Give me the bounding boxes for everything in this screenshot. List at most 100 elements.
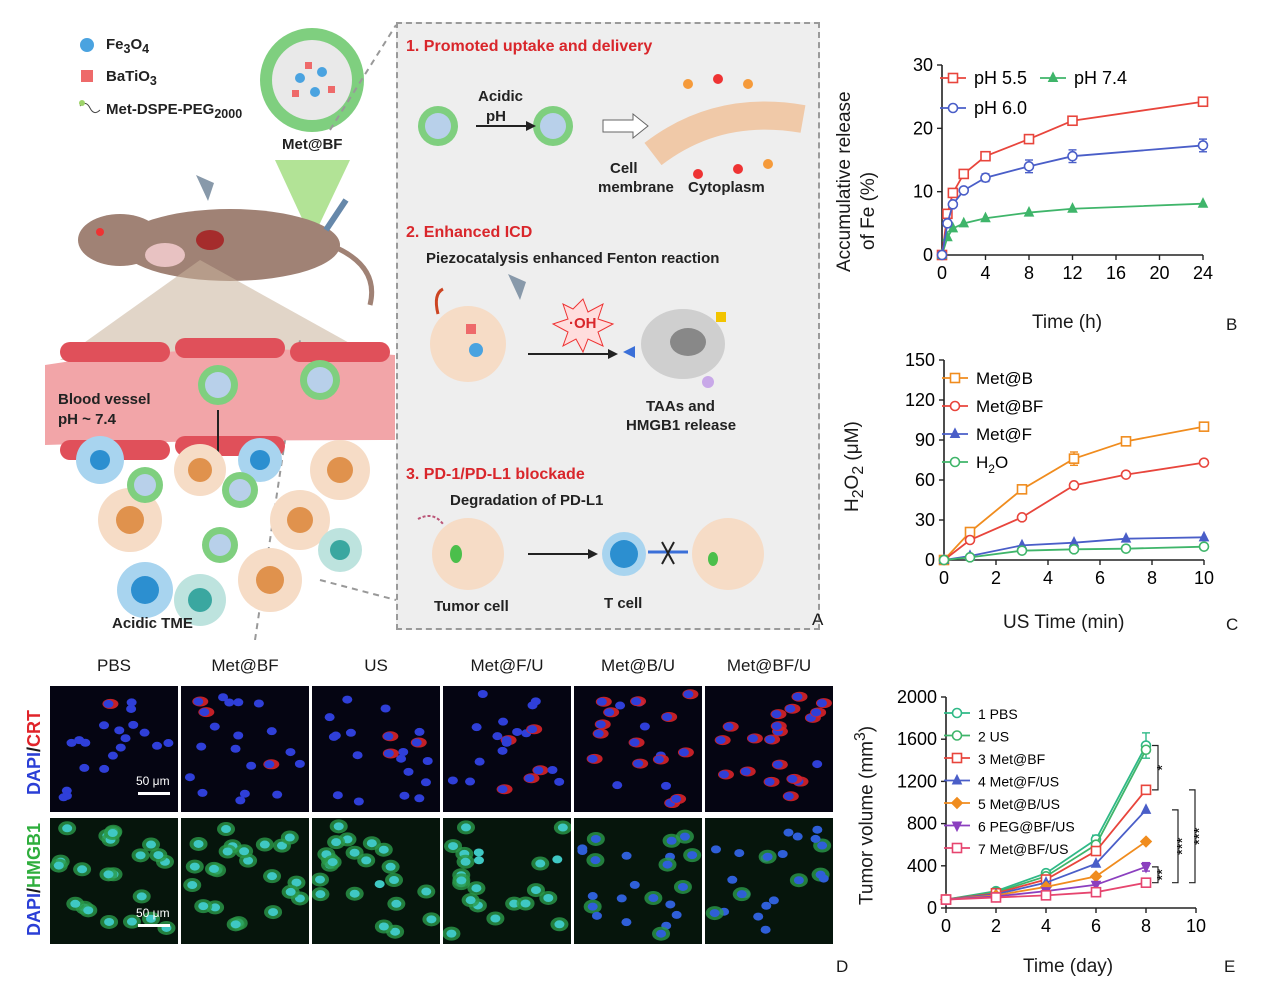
t-cell-label: T cell xyxy=(604,595,643,612)
data-point xyxy=(1197,96,1209,108)
data-point xyxy=(1068,453,1080,464)
schematic-left-svg xyxy=(45,24,397,640)
y-tick-label: 20 xyxy=(913,118,933,138)
oh-burst-icon xyxy=(551,298,615,354)
legend: Met@B Met@BF Met@F H2O xyxy=(942,369,1043,476)
series-ph-5-5 xyxy=(936,96,1209,261)
data-point xyxy=(958,185,970,196)
data-point xyxy=(1198,457,1210,468)
data-point xyxy=(1090,880,1102,892)
ph-label: pH xyxy=(486,108,506,125)
significance-label: * xyxy=(1154,765,1171,771)
data-point xyxy=(1040,890,1052,901)
significance-label: *** xyxy=(1191,827,1208,845)
col-header-met-b-u: Met@B/U xyxy=(601,656,675,675)
legend-label: H2O xyxy=(976,453,1008,476)
chart-c-h2o2: 0 2 4 6 8 10 0 30 60 90 120 150 Met@B Met@BF Met@F H2O xyxy=(905,350,1214,588)
micrograph-crt xyxy=(443,686,571,812)
x-tick-label: 10 xyxy=(1186,916,1206,936)
panel-letter-a: A xyxy=(812,610,824,629)
legend-label: 3 Met@BF xyxy=(978,751,1045,767)
scale-bar-label-2: 50 μm xyxy=(136,906,170,920)
panel-letter-d: D xyxy=(836,957,849,976)
legend-marker xyxy=(950,796,964,810)
row-label-dapi-hmgb1: DAPI/HMGB1 xyxy=(24,822,44,936)
micrograph-crt xyxy=(705,686,833,812)
oh-label: ·OH xyxy=(569,315,597,332)
legend-label: pH 6.0 xyxy=(974,98,1027,118)
x-tick-label: 0 xyxy=(941,916,951,936)
legend-label: pH 7.4 xyxy=(1074,68,1127,88)
legend: 1 PBS 2 US 3 Met@BF 4 Met@F/US 5 Met@B/US 6 P… xyxy=(944,706,1075,857)
data-point xyxy=(1016,512,1028,523)
data-point xyxy=(1023,133,1035,145)
y-tick-label: 120 xyxy=(905,390,935,410)
axes: 0 2 4 6 8 10 0 30 60 90 120 150 xyxy=(905,350,1214,588)
series-met-b xyxy=(938,421,1210,566)
data-point xyxy=(958,168,970,180)
legend-label: 1 PBS xyxy=(978,706,1018,722)
taas-label: TAAs and xyxy=(646,398,715,415)
legend-marker xyxy=(951,773,963,785)
col-header-met-bf: Met@BF xyxy=(211,656,279,675)
data-point xyxy=(964,552,976,563)
micrograph-hmgb1 xyxy=(181,818,309,944)
section3-subtitle: Degradation of PD-L1 xyxy=(450,492,604,509)
data-point xyxy=(1140,744,1152,756)
legend-label: Met@F xyxy=(976,425,1032,444)
data-point xyxy=(1067,115,1078,127)
legend-marker xyxy=(949,456,961,468)
tumor-icon xyxy=(196,230,224,250)
legend-label: 2 US xyxy=(978,729,1009,745)
significance-brackets: ********* xyxy=(1152,744,1208,884)
x-tick-label: 2 xyxy=(991,916,1001,936)
legend-peg: Met-DSPE-PEG2000 xyxy=(106,101,243,121)
delivery-arrow-icon xyxy=(275,160,350,240)
legend-marker xyxy=(947,72,959,84)
x-tick-label: 10 xyxy=(1194,568,1214,588)
blood-vessel-label: Blood vessel xyxy=(58,391,151,408)
fe3o4-legend-marker xyxy=(80,38,94,52)
section2-subtitle: Piezocatalysis enhanced Fenton reaction xyxy=(426,250,720,267)
data-point xyxy=(1120,469,1132,480)
data-point xyxy=(1090,857,1102,868)
data-point xyxy=(1120,532,1132,543)
data-point xyxy=(1139,835,1153,848)
data-point xyxy=(1090,886,1102,898)
significance-bracket xyxy=(1189,789,1196,884)
legend-label: pH 5.5 xyxy=(974,68,1027,88)
x-tick-label: 4 xyxy=(980,263,990,283)
significance-label: ** xyxy=(1154,869,1171,881)
col-header-met-bf-u: Met@BF/U xyxy=(726,656,812,675)
x-tick-label: 6 xyxy=(1095,568,1105,588)
y-tick-label: 30 xyxy=(913,55,933,75)
hmgb1-release-label: HMGB1 release xyxy=(626,417,737,434)
data-point xyxy=(947,199,959,210)
data-point xyxy=(958,216,970,228)
y-tick-label: 60 xyxy=(915,470,935,490)
legend-label: Met@B xyxy=(976,369,1033,388)
panel-letter-c: C xyxy=(1226,615,1239,634)
uptake-arrow-icon xyxy=(602,112,649,140)
section1-title: 1. Promoted uptake and delivery xyxy=(406,38,653,55)
legend-label: 7 Met@BF/US xyxy=(978,841,1068,857)
membrane-icon xyxy=(644,101,806,166)
chart-e-ylabel: Tumor volume (mm3) xyxy=(852,725,878,905)
x-tick-label: 12 xyxy=(1062,263,1082,283)
data-point xyxy=(1067,150,1078,162)
y-tick-label: 10 xyxy=(913,182,933,202)
x-tick-label: 6 xyxy=(1091,916,1101,936)
data-point xyxy=(1197,140,1209,151)
y-tick-label: 0 xyxy=(923,245,933,265)
x-tick-label: 0 xyxy=(937,263,947,283)
x-tick-label: 8 xyxy=(1141,916,1151,936)
data-point xyxy=(1140,862,1152,874)
tumor-cell-label: Tumor cell xyxy=(434,598,509,615)
row-label-dapi-crt: DAPI/CRT xyxy=(24,709,44,795)
data-point xyxy=(1016,545,1028,556)
legend-marker xyxy=(947,102,959,114)
data-point xyxy=(1068,544,1080,555)
nanoparticle-label: Met@BF xyxy=(282,136,343,153)
col-header-met-f-u: Met@F/U xyxy=(470,656,544,675)
scale-bar-label-1: 50 μm xyxy=(136,774,170,788)
